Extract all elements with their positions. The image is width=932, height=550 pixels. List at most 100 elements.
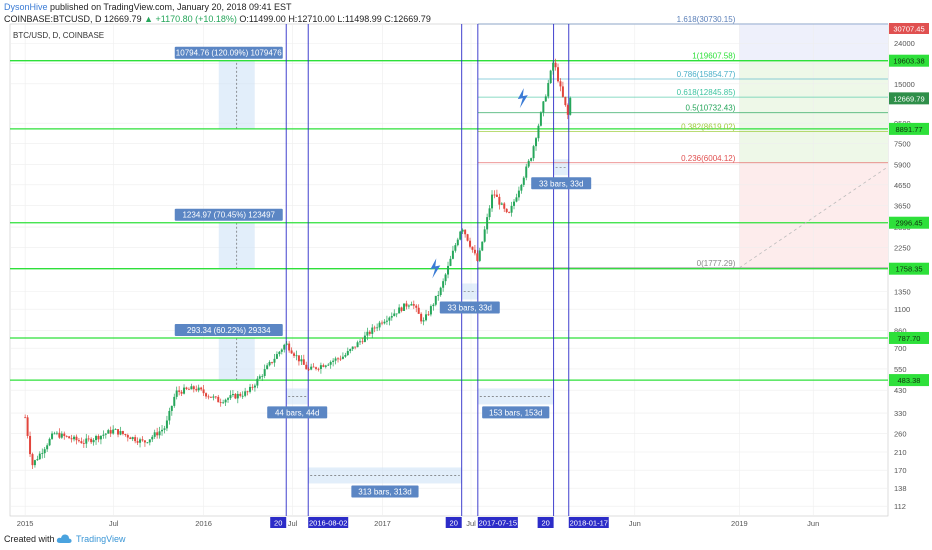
y-tick-label: 3650: [894, 202, 911, 211]
candle-body: [495, 194, 498, 197]
candle-body: [173, 396, 176, 406]
candle-body: [464, 229, 467, 235]
candle-body: [324, 365, 327, 367]
candle-body: [351, 346, 354, 350]
candle-body: [400, 307, 403, 311]
btc-price-chart[interactable]: 2400019000150009500750059004650365028502…: [0, 0, 932, 530]
candle-body: [38, 453, 41, 460]
candle-body: [339, 358, 342, 360]
candle-body: [87, 438, 90, 440]
candle-body: [522, 177, 525, 185]
candle-body: [139, 439, 142, 443]
candle-body: [439, 287, 442, 296]
time-range-box: [461, 283, 478, 300]
candle-body: [293, 353, 296, 356]
candle-body: [554, 62, 557, 68]
candle-body: [503, 203, 506, 209]
candle-body: [82, 443, 85, 444]
y-tick-label: 4650: [894, 181, 911, 190]
candle-body: [349, 349, 352, 352]
gain-label-bg: [174, 46, 283, 59]
candle-body: [222, 402, 225, 404]
time-label-bg: [531, 177, 592, 190]
candle-body: [207, 396, 210, 398]
candle-body: [305, 364, 308, 370]
candle-body: [513, 201, 516, 206]
candle-body: [366, 331, 369, 336]
candle-body: [410, 304, 413, 306]
author-link[interactable]: DysonHive: [4, 2, 48, 12]
candle-body: [85, 438, 88, 444]
y-tick-label: 700: [894, 344, 907, 353]
tradingview-cloud-icon: [56, 534, 72, 543]
candle-body: [356, 342, 359, 348]
candle-body: [297, 355, 300, 362]
y-tick-label: 430: [894, 386, 907, 395]
fib-level-label: 0.236(6004.12): [681, 154, 736, 163]
candle-body: [58, 432, 61, 438]
y-tick-label: 210: [894, 448, 907, 457]
price-change: ▲ +1170.80 (+10.18%): [144, 14, 237, 24]
ohlc-open: O:11499.00: [239, 14, 286, 24]
date-tag-label: 20: [274, 519, 282, 528]
candle-body: [41, 453, 44, 454]
level-price-tag: 787.70: [898, 334, 921, 343]
candle-body: [312, 366, 315, 368]
candle-body: [549, 70, 552, 84]
candle-body: [253, 385, 256, 388]
candle-body: [381, 322, 384, 324]
fib-level-label: 1.618(30730.15): [677, 15, 736, 24]
time-label: 153 bars, 153d: [489, 408, 542, 417]
candle-body: [258, 376, 261, 379]
level-price-tag-bg: [889, 54, 929, 67]
candle-body: [141, 439, 144, 441]
candle-body: [190, 386, 193, 390]
candle-body: [214, 396, 217, 398]
y-tick-label: 15000: [894, 80, 915, 89]
candle-body: [493, 194, 496, 196]
candle-body: [178, 390, 181, 392]
fib-level-label: 1(19607.58): [692, 52, 735, 61]
candle-body: [383, 321, 386, 324]
candle-body: [227, 398, 230, 400]
candle-body: [112, 429, 115, 434]
candle-body: [393, 313, 396, 317]
candle-body: [263, 369, 266, 376]
candle-body: [491, 194, 494, 209]
fib-level-label: 0.5(10732.43): [686, 104, 736, 113]
time-label: 33 bars, 33d: [448, 303, 492, 312]
candle-body: [505, 208, 508, 213]
candle-body: [473, 249, 476, 254]
candle-body: [249, 386, 252, 392]
candle-body: [158, 431, 161, 436]
gain-range-box: [218, 222, 255, 269]
y-tick-label: 170: [894, 466, 907, 475]
candle-body: [527, 160, 530, 167]
candle-body: [302, 359, 305, 365]
candle-body: [344, 354, 347, 357]
candle-body: [466, 234, 469, 241]
candle-body: [300, 359, 303, 362]
candle-body: [185, 387, 188, 389]
candle-body: [481, 241, 484, 251]
candle-body: [175, 390, 178, 397]
candle-body: [202, 389, 205, 394]
candle-body: [483, 229, 486, 242]
candle-body: [398, 307, 401, 314]
candle-body: [564, 96, 567, 106]
top-price-tag-bg: [889, 23, 929, 34]
candle-body: [532, 146, 535, 159]
candle-body: [60, 433, 63, 438]
x-tick-label: Jul: [288, 519, 298, 528]
candle-body: [432, 304, 435, 307]
time-label: 33 bars, 33d: [539, 179, 583, 188]
candle-body: [488, 208, 491, 218]
candle-body: [73, 436, 76, 440]
x-tick-label: 2017: [374, 519, 391, 528]
tradingview-brand-link[interactable]: TradingView: [76, 534, 126, 544]
y-tick-label: 112: [894, 502, 906, 511]
candle-body: [231, 394, 234, 396]
candle-body: [515, 197, 518, 202]
gain-label-bg: [174, 208, 283, 221]
time-label-bg: [267, 406, 328, 419]
